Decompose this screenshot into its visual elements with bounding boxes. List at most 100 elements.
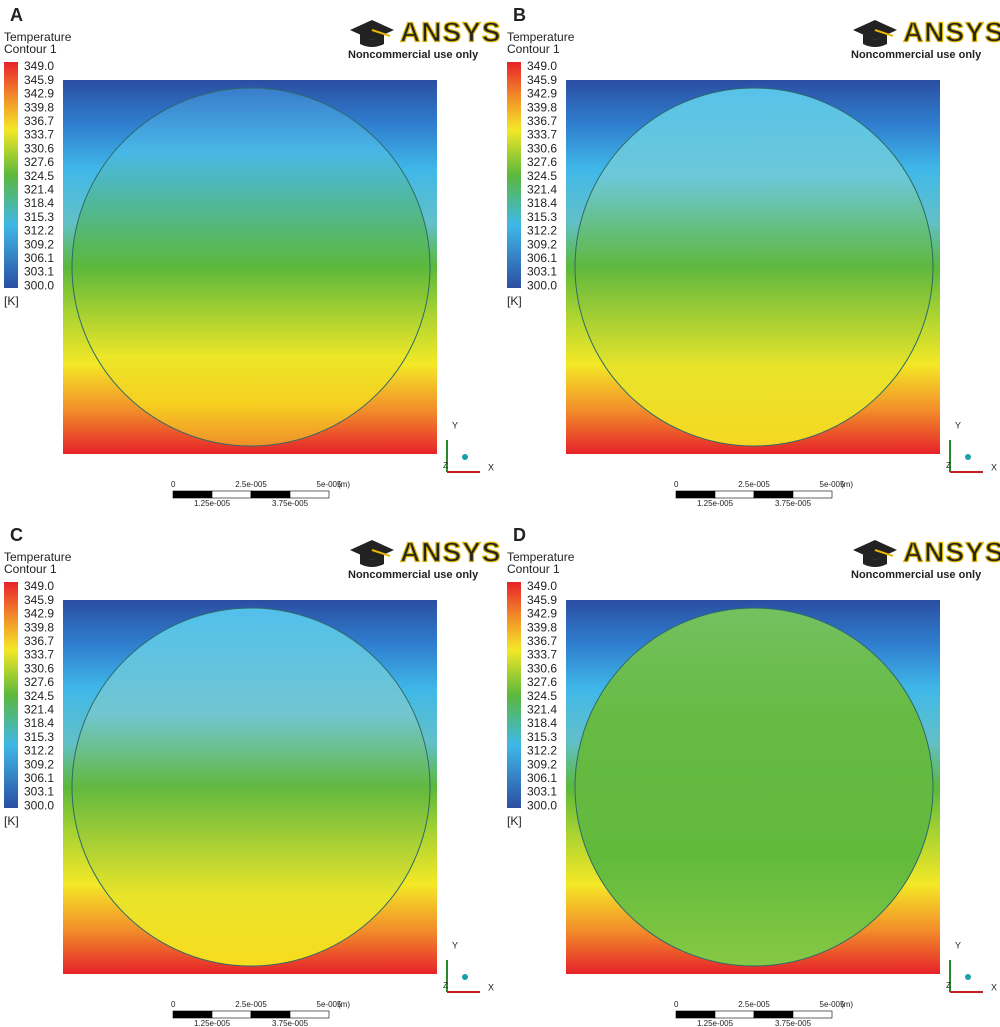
logo-text: ANSYS [903, 536, 1000, 567]
scale-segment [250, 490, 291, 499]
logo-cap-base [360, 34, 384, 47]
axis-label: X [488, 982, 494, 992]
legend-value: 336.7 [24, 634, 54, 648]
logo-tassel [371, 29, 391, 37]
legend-unit: [K] [507, 814, 522, 828]
logo-note: Noncommercial use only [851, 49, 982, 61]
axis-label: Y [452, 420, 458, 430]
legend-value: 349.0 [527, 579, 557, 593]
legend-value: 303.1 [24, 785, 54, 799]
scale-segment [675, 1010, 716, 1019]
scale-unit: (m) [841, 480, 853, 489]
axis-z [965, 974, 971, 980]
legend-value: 315.3 [527, 730, 557, 744]
panel-label: D [513, 525, 526, 545]
legend-title: Temperature [507, 550, 575, 564]
scale-label: 2.5e-005 [235, 1000, 267, 1009]
logo-tassel [874, 29, 894, 37]
legend-value: 315.3 [24, 210, 54, 224]
panel-label: C [10, 525, 23, 545]
legend-value: 327.6 [24, 155, 54, 169]
axis-label: Y [955, 420, 961, 430]
legend-value: 309.2 [527, 237, 557, 251]
logo: ANSYS Noncommercial use only [348, 536, 501, 581]
legend-value: 324.5 [527, 169, 557, 183]
scale-label: 2.5e-005 [738, 1000, 770, 1009]
scale-label: 3.75e-005 [775, 499, 812, 508]
legend-value: 309.2 [527, 757, 557, 771]
legend-value: 333.7 [24, 648, 54, 662]
legend-value: 336.7 [24, 114, 54, 128]
scale-unit: (m) [338, 480, 350, 489]
scale-label: 5e-005 [820, 480, 845, 489]
scale-segment [211, 490, 252, 499]
scale-label: 1.25e-005 [194, 1019, 231, 1027]
legend-subtitle: Contour 1 [507, 562, 560, 576]
legend-value: 321.4 [24, 182, 54, 196]
legend-value: 330.6 [24, 661, 54, 675]
logo-note: Noncommercial use only [348, 49, 479, 61]
colorbar [4, 582, 18, 808]
scale-label: 3.75e-005 [272, 1019, 309, 1027]
legend-value: 327.6 [24, 675, 54, 689]
legend-value: 330.6 [24, 141, 54, 155]
logo-text: ANSYS [400, 536, 501, 567]
legend-value: 303.1 [527, 785, 557, 799]
particle [71, 607, 431, 967]
logo: ANSYS Noncommercial use only [348, 16, 501, 61]
legend-subtitle: Contour 1 [507, 42, 560, 56]
scale-label: 0 [674, 480, 679, 489]
logo: ANSYS Noncommercial use only [851, 16, 1000, 61]
legend-value: 306.1 [24, 771, 54, 785]
scale-segment [289, 1010, 330, 1019]
legend-value: 336.7 [527, 634, 557, 648]
logo-cap-base [863, 554, 887, 567]
scale-label: 0 [674, 1000, 679, 1009]
colorbar [4, 62, 18, 288]
axis-label: Z [946, 981, 951, 990]
legend-value: 303.1 [24, 265, 54, 279]
legend-value: 306.1 [527, 251, 557, 265]
legend-value: 339.8 [24, 620, 54, 634]
logo: ANSYS Noncommercial use only [851, 536, 1000, 581]
legend-value: 300.0 [24, 798, 54, 812]
legend-value: 342.9 [527, 87, 557, 101]
legend-value: 312.2 [527, 744, 557, 758]
scale-segment [289, 490, 330, 499]
scale-label: 1.25e-005 [697, 1019, 734, 1027]
scale-segment [172, 490, 213, 499]
axis-label: X [488, 462, 494, 472]
scale-segment [714, 1010, 755, 1019]
legend-value: 327.6 [527, 675, 557, 689]
scale-segment [172, 1010, 213, 1019]
legend-value: 342.9 [527, 607, 557, 621]
legend-value: 333.7 [24, 128, 54, 142]
particle [71, 87, 431, 447]
logo-tassel [874, 549, 894, 557]
legend-unit: [K] [4, 294, 19, 308]
logo-tassel [371, 549, 391, 557]
legend-value: 349.0 [527, 59, 557, 73]
legend-value: 330.6 [527, 141, 557, 155]
scale-label: 2.5e-005 [738, 480, 770, 489]
legend-value: 309.2 [24, 237, 54, 251]
logo-cap-base [863, 34, 887, 47]
legend-title: Temperature [4, 550, 72, 564]
legend-subtitle: Contour 1 [4, 562, 57, 576]
legend-value: 315.3 [527, 210, 557, 224]
legend-value: 336.7 [527, 114, 557, 128]
legend-title: Temperature [507, 30, 575, 44]
legend-value: 318.4 [527, 716, 557, 730]
scale-label: 0 [171, 480, 176, 489]
scale-label: 5e-005 [820, 1000, 845, 1009]
legend-value: 324.5 [24, 169, 54, 183]
axis-label: X [991, 982, 997, 992]
scale-label: 1.25e-005 [697, 499, 734, 508]
logo-note: Noncommercial use only [348, 569, 479, 581]
scale-segment [714, 490, 755, 499]
legend-subtitle: Contour 1 [4, 42, 57, 56]
legend-value: 324.5 [24, 689, 54, 703]
